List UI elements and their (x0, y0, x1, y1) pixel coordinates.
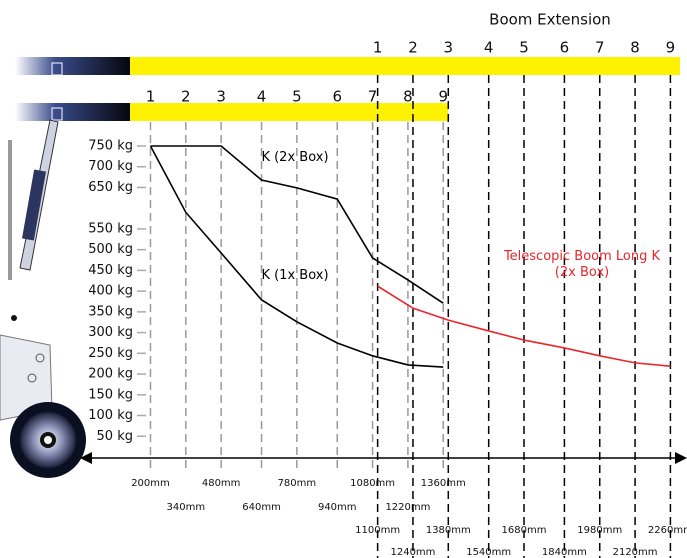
y-tick-label: 700 kg (88, 159, 133, 174)
y-tick-label: 750 kg (88, 139, 133, 154)
x-tick-label: 480mm (202, 478, 241, 489)
boom-position-number: 8 (403, 88, 413, 106)
boom-position-number: 3 (444, 39, 454, 57)
crane-illustration (0, 57, 130, 478)
chart-title: Boom Extension (489, 11, 611, 29)
load-curve (149, 145, 444, 368)
boom-position-number: 7 (595, 39, 605, 57)
boom-position-number: 8 (630, 39, 640, 57)
x-tick-label: 2120mm (613, 547, 658, 558)
boom-position-number: 6 (332, 88, 342, 106)
y-tick-label: 50 kg (97, 429, 133, 444)
x-tick-label: 1100mm (355, 525, 400, 536)
x-tick-label: 1840mm (542, 547, 587, 558)
x-tick-label: 1360mm (421, 478, 466, 489)
boom-position-number: 6 (560, 39, 570, 57)
series-label: K (1x Box) (261, 268, 329, 283)
boom-position-number: 2 (408, 39, 418, 57)
boom-position-number: 9 (438, 88, 448, 106)
boom-position-number: 5 (519, 39, 529, 57)
x-tick-label: 2260mm (648, 525, 687, 536)
boom-position-number: 1 (146, 88, 156, 106)
x-tick-label: 1680mm (502, 525, 547, 536)
short-boom-bar (130, 103, 448, 121)
y-tick-label: 300 kg (88, 325, 133, 340)
load-curve (377, 285, 671, 367)
series-label: Telescopic Boom Long K (2x Box) (503, 249, 661, 280)
y-tick-label: 550 kg (88, 221, 133, 236)
x-tick-label: 200mm (131, 478, 170, 489)
y-tick-label: 400 kg (88, 284, 133, 299)
x-tick-label: 1540mm (466, 547, 511, 558)
boom-position-number: 4 (257, 88, 267, 106)
load-curve (150, 145, 444, 304)
boom-position-number: 9 (666, 39, 676, 57)
y-tick-label: 450 kg (88, 263, 133, 278)
x-tick-label: 1080mm (350, 478, 395, 489)
series-label: K (2x Box) (261, 150, 329, 165)
y-tick-label: 500 kg (88, 242, 133, 257)
x-tick-label: 1980mm (577, 525, 622, 536)
y-tick-label: 650 kg (88, 180, 133, 195)
y-tick-label: 200 kg (88, 367, 133, 382)
boom-position-number: 2 (181, 88, 191, 106)
boom-position-number: 3 (216, 88, 226, 106)
x-tick-label: 1380mm (426, 525, 471, 536)
y-tick-label: 100 kg (88, 408, 133, 423)
y-tick-label: 350 kg (88, 304, 133, 319)
x-tick-label: 1220mm (385, 502, 430, 513)
axis-arrow (675, 452, 687, 464)
x-tick-label: 780mm (278, 478, 317, 489)
axis-arrow (80, 452, 92, 464)
boom-position-number: 4 (484, 39, 494, 57)
long-boom-bar (130, 57, 680, 75)
y-tick-label: 250 kg (88, 346, 133, 361)
boom-position-number: 5 (292, 88, 302, 106)
x-tick-label: 640mm (242, 502, 281, 513)
x-tick-label: 1240mm (390, 547, 435, 558)
boom-position-number: 1 (373, 39, 383, 57)
boom-position-number: 7 (368, 88, 378, 106)
x-tick-label: 340mm (167, 502, 206, 513)
y-tick-label: 150 kg (88, 387, 133, 402)
x-tick-label: 940mm (318, 502, 357, 513)
